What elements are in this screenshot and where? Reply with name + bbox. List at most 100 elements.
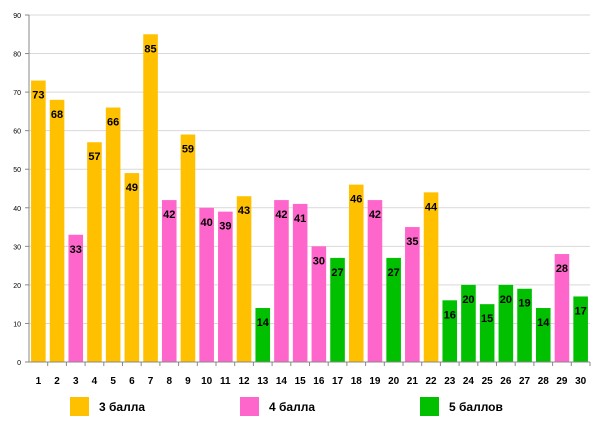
data-label: 42 [163, 209, 175, 221]
bar [330, 257, 345, 362]
data-label: 42 [369, 209, 381, 221]
bar [236, 196, 252, 362]
bar [554, 254, 570, 362]
data-label: 49 [126, 182, 138, 194]
y-tick-label: 80 [13, 52, 21, 59]
data-label: 27 [388, 267, 400, 279]
x-tick-label: 2 [54, 376, 60, 387]
y-tick-label: 60 [13, 129, 21, 136]
data-label: 20 [462, 294, 474, 306]
x-tick-label: 27 [519, 376, 531, 387]
x-tick-label: 22 [425, 376, 437, 387]
y-tick-label: 70 [13, 90, 21, 97]
y-tick-label: 20 [13, 283, 21, 290]
data-label: 66 [107, 117, 119, 129]
data-label: 14 [537, 317, 550, 329]
x-tick-label: 20 [388, 376, 400, 387]
data-label: 42 [275, 209, 287, 221]
x-tick-label: 26 [500, 376, 512, 387]
y-tick-label: 50 [13, 167, 21, 174]
bar [180, 134, 196, 362]
x-tick-label: 30 [575, 376, 587, 387]
bar [423, 192, 439, 362]
x-tick-label: 15 [295, 376, 307, 387]
data-label: 35 [406, 236, 418, 248]
x-tick-label: 23 [444, 376, 456, 387]
x-tick-label: 1 [36, 376, 42, 387]
legend-item-5: 5 баллов [420, 397, 503, 416]
bar [367, 200, 383, 362]
data-label: 19 [518, 298, 530, 310]
y-tick-label: 40 [13, 206, 21, 213]
x-tick-label: 6 [129, 376, 135, 387]
y-tick-label: 0 [17, 360, 21, 367]
data-label: 27 [331, 267, 343, 279]
data-label: 57 [88, 151, 100, 163]
bar [535, 308, 551, 362]
bar [31, 80, 46, 363]
legend-item-3: 3 балла [70, 397, 145, 416]
x-axis: 1 2 3 4 5 6 7 8 9 10 11 12 13 14 15 16 17 18 19 20 21 22 23 24 2… [29, 361, 591, 387]
x-tick-label: 5 [110, 376, 116, 387]
bar [255, 308, 271, 362]
x-tick-label: 28 [538, 376, 550, 387]
data-label: 39 [219, 221, 231, 233]
bar [49, 99, 65, 363]
y-tick-label: 90 [13, 13, 21, 20]
x-tick-label: 14 [276, 376, 288, 387]
data-label: 46 [350, 194, 362, 206]
bar [105, 107, 121, 363]
bar [573, 296, 588, 362]
bar [479, 304, 495, 362]
x-tick-label: 12 [238, 376, 250, 387]
x-tick-label: 21 [407, 376, 419, 387]
data-label: 59 [182, 144, 194, 156]
gridlines [29, 14, 590, 324]
x-tick-label: 11 [220, 376, 231, 387]
data-label: 16 [444, 309, 456, 321]
data-label: 43 [238, 205, 250, 217]
bar [199, 207, 214, 362]
legend-label-5: 5 баллов [449, 399, 503, 414]
legend-label-3: 3 балла [99, 399, 146, 414]
x-tick-label: 4 [92, 376, 98, 387]
legend-item-4: 4 балла [240, 397, 315, 416]
data-label: 73 [32, 90, 44, 102]
bar [218, 211, 233, 362]
legend-swatch-5 [420, 397, 439, 416]
bar [311, 246, 327, 362]
x-tick-label: 24 [463, 376, 475, 387]
x-tick-label: 7 [148, 376, 154, 387]
y-tick-label: 30 [13, 244, 21, 251]
bar [498, 284, 514, 362]
data-label: 14 [257, 317, 270, 329]
bar [292, 203, 308, 362]
bar [143, 34, 158, 363]
bar [405, 227, 420, 362]
bars: 73 68 33 57 66 49 85 42 59 40 39 43 14 42 41 30 27 46 42 27… [31, 34, 588, 363]
data-label: 17 [575, 305, 587, 317]
bar [124, 173, 140, 362]
legend-swatch-4 [240, 397, 259, 416]
x-tick-label: 19 [369, 376, 381, 387]
y-tick-label: 10 [13, 321, 21, 328]
bar [348, 184, 364, 362]
x-tick-label: 8 [166, 376, 172, 387]
bar [161, 200, 177, 362]
x-tick-label: 13 [257, 376, 269, 387]
data-label: 68 [51, 109, 63, 121]
bar [274, 200, 289, 362]
data-label: 44 [425, 201, 438, 213]
data-label: 30 [313, 255, 325, 267]
x-tick-label: 18 [351, 376, 363, 387]
x-tick-label: 3 [73, 376, 79, 387]
y-axis: 0 10 20 30 40 50 60 70 80 90 [13, 13, 30, 367]
bar [461, 284, 476, 362]
data-label: 28 [556, 263, 568, 275]
legend-label-4: 4 балла [269, 399, 316, 414]
bar [442, 300, 458, 362]
data-label: 40 [201, 217, 213, 229]
x-tick-label: 16 [313, 376, 325, 387]
bar [517, 288, 532, 362]
